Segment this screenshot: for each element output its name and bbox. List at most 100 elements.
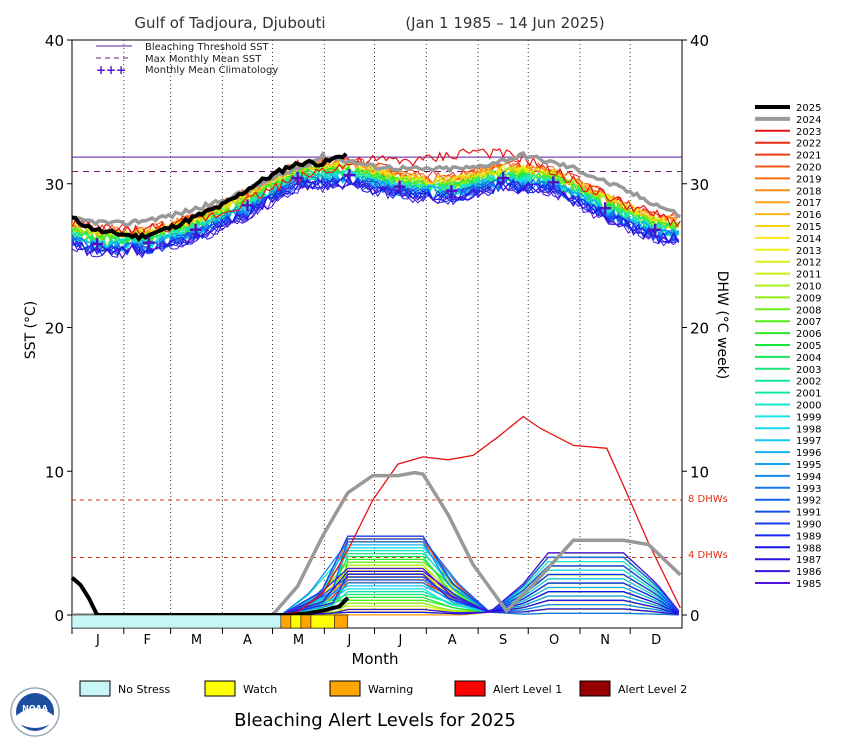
y-tick-label: 0 xyxy=(54,607,64,625)
alert-warning xyxy=(300,614,312,629)
year-legend-label-2021: 2021 xyxy=(796,151,821,162)
year-legend-label-2010: 2010 xyxy=(796,282,821,293)
year-legend-label-1995: 1995 xyxy=(796,460,821,471)
alert-level-bar xyxy=(71,614,349,629)
chart-title: Gulf of Tadjoura, Djubouti xyxy=(134,14,325,32)
year-legend-label-1989: 1989 xyxy=(796,531,821,542)
y-tick-label: 10 xyxy=(45,463,64,481)
alert-legend-label: Warning xyxy=(368,683,413,696)
sst-line-1986 xyxy=(71,177,679,260)
year-legend-label-2024: 2024 xyxy=(796,115,821,126)
sst-line-1985 xyxy=(71,179,680,259)
climatology-marker xyxy=(91,238,104,251)
axes: 0 10 20 30 40 0 10 20 30 40 J F M A M J J A S O N D xyxy=(45,32,709,648)
climatology-marker xyxy=(497,172,510,184)
year-legend-label-2006: 2006 xyxy=(796,329,821,340)
year-legend-label-2018: 2018 xyxy=(796,186,821,197)
climatology-marker xyxy=(142,236,155,249)
year-legend-label-1990: 1990 xyxy=(796,520,821,531)
alert-no-stress xyxy=(71,614,282,629)
year-legend-label-2002: 2002 xyxy=(796,377,821,388)
x-tick-label: O xyxy=(549,633,559,648)
dhw-8-label: 8 DHWs xyxy=(688,494,728,505)
alert-watch xyxy=(290,614,302,629)
year-legend-label-2000: 2000 xyxy=(796,401,821,412)
year-legend-label-1998: 1998 xyxy=(796,424,821,435)
climatology-marker xyxy=(445,184,458,197)
legend-clim-swatch: +++ xyxy=(96,63,126,77)
x-tick-label: J xyxy=(95,633,100,648)
year-legend-label-2025: 2025 xyxy=(796,103,821,114)
legend-mmm-label: Max Monthly Mean SST xyxy=(145,54,262,65)
x-tick-label: J xyxy=(347,633,352,648)
x-tick-label: D xyxy=(651,633,661,648)
climatology-marker xyxy=(189,223,202,236)
alert-legend-label: Alert Level 1 xyxy=(493,683,562,696)
alert-legend-label: Alert Level 2 xyxy=(618,683,687,696)
year-legend: 2025202420232022202120202019201820172016… xyxy=(755,103,821,590)
y-tick-label: 30 xyxy=(45,176,64,194)
year-legend-label-2016: 2016 xyxy=(796,210,821,221)
climatology-marker xyxy=(599,202,612,215)
climatology-marker xyxy=(241,199,254,212)
x-tick-label: J xyxy=(397,633,402,648)
dhw-line-2023 xyxy=(72,415,681,616)
legend-threshold-label: Bleaching Threshold SST xyxy=(145,42,270,53)
year-legend-label-1988: 1988 xyxy=(796,543,821,554)
x-tick-label: S xyxy=(499,633,507,648)
climatology-marker xyxy=(291,172,304,184)
year-legend-label-1999: 1999 xyxy=(796,412,821,423)
monthly-mean-climatology xyxy=(91,169,662,251)
year-legend-label-2017: 2017 xyxy=(796,198,821,209)
logo-text: NOAA xyxy=(22,704,48,713)
x-tick-label: M xyxy=(191,633,202,648)
year-legend-label-1992: 1992 xyxy=(796,496,821,507)
year-legend-label-1996: 1996 xyxy=(796,448,821,459)
year-legend-label-2008: 2008 xyxy=(796,305,821,316)
x-tick-label: A xyxy=(243,633,252,648)
legend-clim-label: Monthly Mean Climatology xyxy=(145,65,278,76)
year-legend-label-2015: 2015 xyxy=(796,222,821,233)
climatology-marker xyxy=(649,223,662,236)
climatology-marker xyxy=(393,180,406,193)
year-legend-label-2003: 2003 xyxy=(796,365,821,376)
bottom-title: Bleaching Alert Levels for 2025 xyxy=(234,710,516,731)
x-tick-label: F xyxy=(143,633,150,648)
year-legend-label-2004: 2004 xyxy=(796,353,821,364)
sst-line-1994 xyxy=(71,172,680,253)
x-tick-label: A xyxy=(448,633,457,648)
y-tick-label: 20 xyxy=(45,320,64,338)
y2-axis-label: DHW (°C week) xyxy=(714,271,730,380)
x-tick-label: M xyxy=(293,633,304,648)
y2-tick-label: 30 xyxy=(690,176,709,194)
alert-legend-label: No Stress xyxy=(118,683,171,696)
sst-line-2025 xyxy=(71,152,348,243)
noaa-logo: NOAA xyxy=(10,687,60,737)
x-tick-label: N xyxy=(600,633,610,648)
year-legend-label-2014: 2014 xyxy=(796,234,821,245)
plot-area xyxy=(71,39,683,629)
dhw-4-label: 4 DHWs xyxy=(688,550,728,561)
year-legend-label-2007: 2007 xyxy=(796,317,821,328)
year-legend-label-2009: 2009 xyxy=(796,293,821,304)
year-legend-label-2012: 2012 xyxy=(796,258,821,269)
sst-line-2024 xyxy=(71,150,681,227)
year-legend-label-2020: 2020 xyxy=(796,163,821,174)
alert-warning xyxy=(280,614,292,629)
alert-watch xyxy=(310,614,335,629)
y-axis-label: SST (°C) xyxy=(23,301,39,359)
alert-warning xyxy=(334,614,349,629)
year-legend-label-1997: 1997 xyxy=(796,436,821,447)
year-legend-label-2011: 2011 xyxy=(796,270,821,281)
y2-tick-label: 10 xyxy=(690,463,709,481)
alert-legend-swatch xyxy=(329,680,361,697)
dhw-line-2024 xyxy=(72,470,682,617)
alert-legend-swatch xyxy=(579,680,611,697)
year-legend-label-1994: 1994 xyxy=(796,472,821,483)
year-legend-label-1986: 1986 xyxy=(796,567,821,578)
climatology-marker xyxy=(343,169,356,182)
climatology-marker xyxy=(547,176,560,189)
y2-tick-label: 0 xyxy=(690,607,700,625)
year-legend-label-1985: 1985 xyxy=(796,579,821,590)
